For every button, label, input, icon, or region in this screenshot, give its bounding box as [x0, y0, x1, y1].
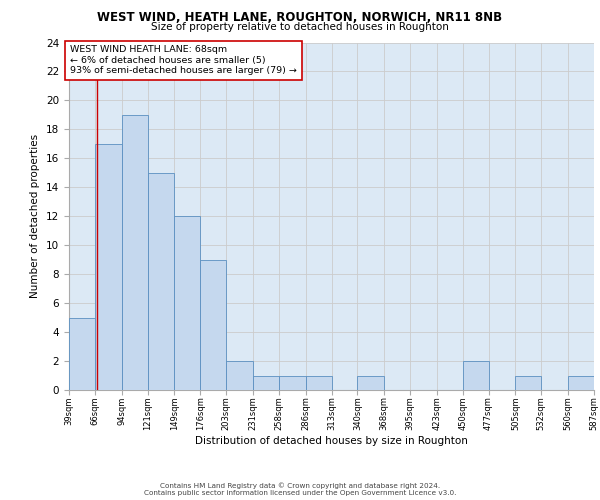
- Bar: [148, 173, 175, 390]
- Y-axis label: Number of detached properties: Number of detached properties: [31, 134, 40, 298]
- Bar: [69, 318, 95, 390]
- Bar: [279, 376, 305, 390]
- Bar: [95, 144, 122, 390]
- Bar: [305, 376, 331, 390]
- Bar: [568, 376, 594, 390]
- Bar: [122, 115, 148, 390]
- Text: Contains HM Land Registry data © Crown copyright and database right 2024.
Contai: Contains HM Land Registry data © Crown c…: [144, 482, 456, 496]
- Bar: [463, 361, 488, 390]
- Bar: [358, 376, 384, 390]
- Text: WEST WIND HEATH LANE: 68sqm
← 6% of detached houses are smaller (5)
93% of semi-: WEST WIND HEATH LANE: 68sqm ← 6% of deta…: [70, 46, 297, 75]
- Text: WEST WIND, HEATH LANE, ROUGHTON, NORWICH, NR11 8NB: WEST WIND, HEATH LANE, ROUGHTON, NORWICH…: [97, 11, 503, 24]
- Bar: [253, 376, 279, 390]
- Bar: [226, 361, 253, 390]
- X-axis label: Distribution of detached houses by size in Roughton: Distribution of detached houses by size …: [195, 436, 468, 446]
- Bar: [200, 260, 226, 390]
- Bar: [515, 376, 541, 390]
- Text: Size of property relative to detached houses in Roughton: Size of property relative to detached ho…: [151, 22, 449, 32]
- Bar: [175, 216, 200, 390]
